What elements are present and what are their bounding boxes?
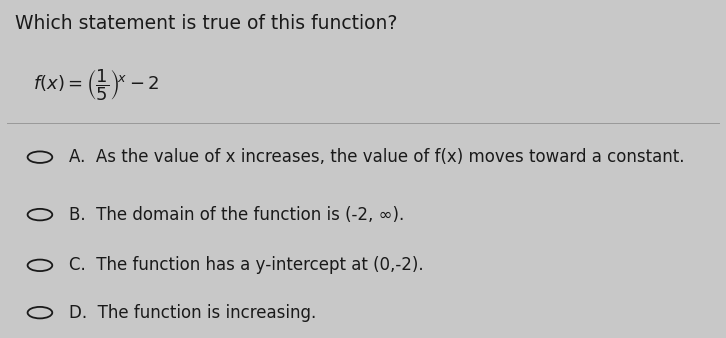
Text: A.  As the value of x increases, the value of f(x) moves toward a constant.: A. As the value of x increases, the valu… (69, 148, 685, 166)
Text: D.  The function is increasing.: D. The function is increasing. (69, 304, 317, 322)
Text: Which statement is true of this function?: Which statement is true of this function… (15, 14, 397, 32)
Text: $f(\mathit{x}) = \left(\dfrac{1}{5}\right)^{\!\mathit{x}} - 2$: $f(\mathit{x}) = \left(\dfrac{1}{5}\righ… (33, 68, 159, 103)
Text: B.  The domain of the function is (-2, ∞).: B. The domain of the function is (-2, ∞)… (69, 206, 404, 224)
Text: C.  The function has a y‑intercept at (0,-2).: C. The function has a y‑intercept at (0,… (69, 256, 423, 274)
